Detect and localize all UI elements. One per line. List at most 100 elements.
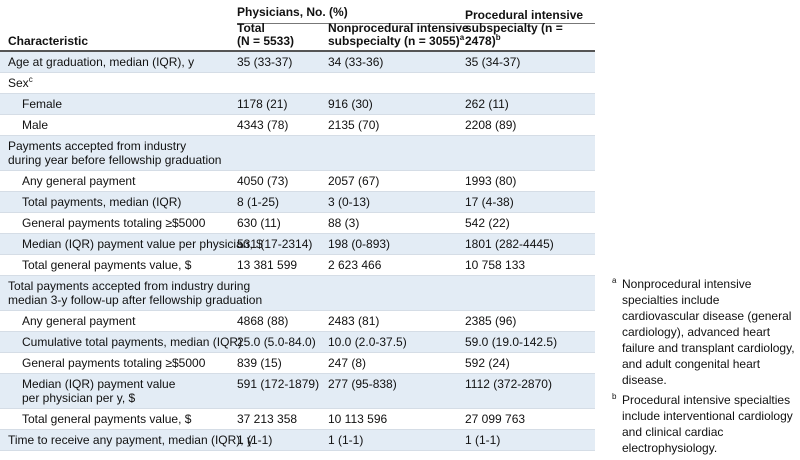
row-label: Total payments accepted from industry du… — [0, 279, 595, 307]
row-label: Any general payment — [0, 314, 595, 328]
table-cell: 262 (11) — [465, 97, 509, 111]
label-text: Any general payment — [22, 314, 136, 328]
label-text: General payments totaling ≥$5000 — [22, 356, 206, 370]
table-row: Any general payment 4868 (88) 2483 (81) 238… — [0, 311, 595, 332]
label-text: Female — [22, 97, 63, 111]
table-row: Male 4343 (78) 2135 (70) 2208 (89) — [0, 115, 595, 136]
table-row: Total general payments value, $ 37 213 35… — [0, 409, 595, 430]
header-text: Nonprocedural intensive — [328, 21, 469, 35]
header-text: Procedural intensive — [465, 8, 584, 22]
table-cell: 591 (172-1879) — [237, 377, 320, 391]
footnote-marker: c — [28, 75, 33, 84]
table-cell: 10.0 (2.0-37.5) — [328, 335, 407, 349]
row-label: Sexc — [0, 75, 595, 91]
label-text: during year before fellowship graduation — [8, 153, 222, 167]
table-cell: 34 (33-36) — [328, 55, 384, 69]
table-cell: 247 (8) — [328, 356, 367, 370]
label-text: Total payments, median (IQR) — [22, 195, 182, 209]
label-text: General payments totaling ≥$5000 — [22, 216, 206, 230]
table-cell: 88 (3) — [328, 216, 360, 230]
row-label: Cumulative total payments, median (IQR) — [0, 335, 595, 349]
footnote-marker: a — [612, 276, 617, 285]
header-text: Characteristic — [8, 34, 89, 48]
row-label: Female — [0, 97, 595, 111]
table-cell: 2208 (89) — [465, 118, 517, 132]
label-text: Total general payments value, $ — [22, 258, 192, 272]
table-cell: 2483 (81) — [328, 314, 380, 328]
table-cell: 1993 (80) — [465, 174, 517, 188]
label-text: per physician per y, $ — [22, 391, 136, 405]
footnote: b Procedural intensive specialties includ… — [612, 392, 798, 456]
table-row: General payments totaling ≥$5000 839 (15)… — [0, 353, 595, 374]
label-text: Median (IQR) payment value — [22, 377, 176, 391]
table-cell: 1178 (21) — [237, 97, 288, 111]
table-cell: 4868 (88) — [237, 314, 289, 328]
table-cell: 59.0 (19.0-142.5) — [465, 335, 558, 349]
table-row: Total payments, median (IQR) 8 (1-25) 3 (0… — [0, 192, 595, 213]
row-label: Male — [0, 118, 595, 132]
row-label: General payments totaling ≥$5000 — [0, 216, 595, 230]
table-row: Time to receive any payment, median (IQR… — [0, 430, 595, 451]
header-cell: Characteristic — [8, 35, 88, 48]
table-cell: 3 (0-13) — [328, 195, 371, 209]
table-cell: 592 (24) — [465, 356, 510, 370]
row-label: Age at graduation, median (IQR), y — [0, 55, 595, 69]
label-text: Sex — [8, 76, 29, 90]
table-cell: 1 (1-1) — [328, 433, 364, 447]
table-cell: 2 623 466 — [328, 258, 382, 272]
table-cell: 4050 (73) — [237, 174, 289, 188]
label-text: Age at graduation, median (IQR), y — [8, 55, 195, 69]
table-cell: 27 099 763 — [465, 412, 526, 426]
footnote-text: Nonprocedural intensive specialties incl… — [622, 277, 795, 387]
header-text: (N = 5533) — [237, 34, 295, 48]
row-label: Payments accepted from industry during ye… — [0, 139, 595, 167]
footnotes: a Nonprocedural intensive specialties inc… — [612, 276, 798, 460]
table-row: Total payments accepted from industry du… — [0, 276, 595, 311]
table-row: Median (IQR) payment value per physician … — [0, 374, 595, 409]
row-label: Any general payment — [0, 174, 595, 188]
table-cell: 916 (30) — [328, 97, 373, 111]
row-label: Total payments, median (IQR) — [0, 195, 595, 209]
table-cell: 542 (22) — [465, 216, 510, 230]
table-cell: 8 (1-25) — [237, 195, 280, 209]
table-cell: 13 381 599 — [237, 258, 298, 272]
row-label: Total general payments value, $ — [0, 258, 595, 272]
table-cell: 630 (11) — [237, 216, 281, 230]
label-text: Total general payments value, $ — [22, 412, 192, 426]
table-cell: 37 213 358 — [237, 412, 298, 426]
table-cell: 2057 (67) — [328, 174, 380, 188]
row-label: Median (IQR) payment value per physician … — [0, 377, 595, 405]
table-cell: 25.0 (5.0-84.0) — [237, 335, 316, 349]
footnote-marker: a — [459, 33, 465, 42]
label-text: Time to receive any payment, median (IQR… — [8, 433, 253, 447]
table-row: Total general payments value, $ 13 381 59… — [0, 255, 595, 276]
table-row: Payments accepted from industry during ye… — [0, 136, 595, 171]
page: Physicians, No. (%) Characteristic Total(… — [0, 5, 795, 455]
row-label: Median (IQR) payment value per physician… — [0, 237, 595, 251]
table-cell: 2385 (96) — [465, 314, 517, 328]
footnote-text: Procedural intensive specialties include… — [622, 393, 793, 455]
label-text: Payments accepted from industry — [8, 139, 187, 153]
header-text: Total — [237, 21, 265, 35]
table-body: Age at graduation, median (IQR), y 35 (33… — [0, 52, 595, 451]
label-text: Median (IQR) payment value per physician… — [22, 237, 263, 251]
table-row: Any general payment 4050 (73) 2057 (67) 199… — [0, 171, 595, 192]
table-cell: 10 758 133 — [465, 258, 526, 272]
table-cell: 839 (15) — [237, 356, 282, 370]
header-cell: Procedural intensive subspecialty (n = 24… — [465, 9, 595, 48]
table-cell: 2135 (70) — [328, 118, 380, 132]
column-group-title: Physicians, No. (%) — [237, 6, 595, 24]
table-cell: 35 (33-37) — [237, 55, 293, 69]
header-text: subspecialty (n = 2478) — [465, 21, 563, 48]
header-text: subspecialty (n = 3055) — [328, 34, 460, 48]
footnote: a Nonprocedural intensive specialties inc… — [612, 276, 798, 388]
table-cell: 531 (17-2314) — [237, 237, 313, 251]
table-row: General payments totaling ≥$5000 630 (11)… — [0, 213, 595, 234]
table-cell: 198 (0-893) — [328, 237, 391, 251]
table-row: Cumulative total payments, median (IQR) 2… — [0, 332, 595, 353]
table-cell: 1 (1-1) — [465, 433, 501, 447]
label-text: median 3-y follow-up after fellowship gr… — [8, 293, 263, 307]
table-row: Sexc — [0, 73, 595, 94]
footnote-marker: b — [612, 392, 617, 401]
label-text: Any general payment — [22, 174, 136, 188]
